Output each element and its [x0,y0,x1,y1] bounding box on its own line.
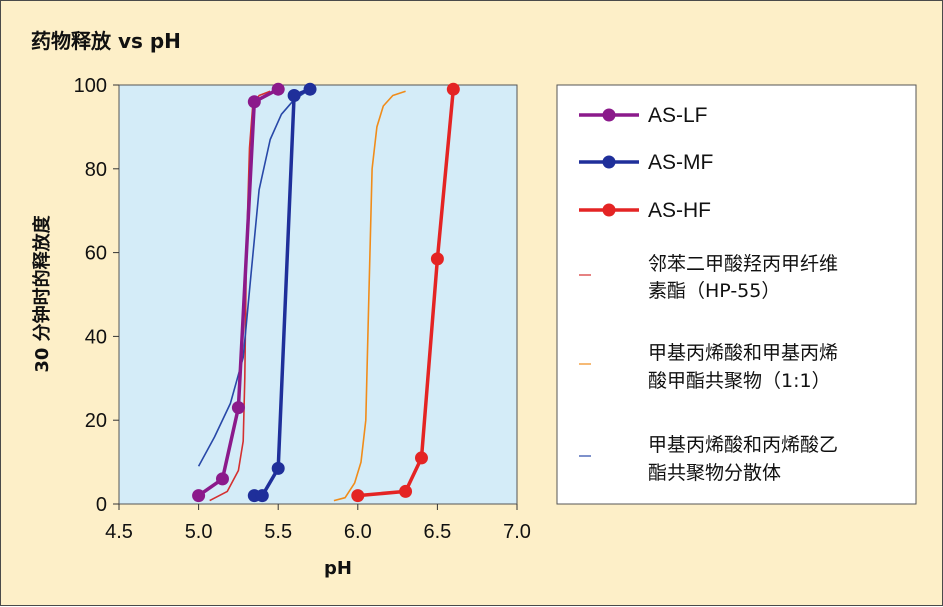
y-tick-label: 60 [85,243,107,265]
x-tick-label: 7.0 [503,521,531,543]
y-tick-label: 40 [85,326,107,348]
data-point [271,461,285,475]
data-point [303,82,317,96]
chart-title: 药物释放 vs pH [31,29,181,53]
data-point [255,489,269,503]
data-point [192,489,206,503]
data-point [430,252,444,266]
legend-label-line1: 邻苯二甲酸羟丙甲纤维 [648,253,838,275]
data-point [231,401,245,415]
y-tick-label: 100 [74,75,107,97]
legend-label-line2: 酸甲酯共聚物（1:1） [648,370,831,392]
legend-label: AS-HF [648,199,711,222]
data-point [287,88,301,102]
x-axis-ticks: 4.5 5.0 5.5 6.0 6.5 7.0 [105,504,531,543]
data-point [414,451,428,465]
data-point [271,82,285,96]
legend-swatch-marker [602,108,616,122]
series-layer [192,82,460,503]
y-tick-label: 20 [85,410,107,432]
legend-label-line1: 甲基丙烯酸和丙烯酸乙 [648,434,838,456]
legend-label-line2: 酯共聚物分散体 [648,462,781,484]
x-tick-label: 6.5 [423,521,451,543]
data-point [446,82,460,96]
x-tick-label: 4.5 [105,521,133,543]
legend-label-line2: 素酯（HP-55） [648,280,780,302]
legend-swatch-marker [602,155,616,169]
data-point [399,484,413,498]
plot-area [118,84,518,505]
series-line-4 [333,90,406,502]
x-axis-title: pH [324,558,352,579]
y-axis-title: 30 分钟时的释放度 [31,214,53,372]
y-tick-label: 80 [85,159,107,181]
legend-label: AS-MF [648,151,713,174]
legend-label-line1: 甲基丙烯酸和甲基丙烯 [648,342,838,364]
x-tick-label: 6.0 [344,521,372,543]
y-tick-label: 0 [96,494,107,516]
series-line-5 [197,90,308,467]
data-point [215,472,229,486]
legend-box [556,84,917,505]
data-point [351,489,365,503]
legend-swatch-marker [602,203,616,217]
x-tick-label: 5.5 [264,521,292,543]
legend-label: AS-LF [648,104,708,127]
data-point [247,95,261,109]
x-tick-label: 5.0 [185,521,213,543]
y-axis-ticks: 0 20 40 60 80 100 [74,75,119,516]
